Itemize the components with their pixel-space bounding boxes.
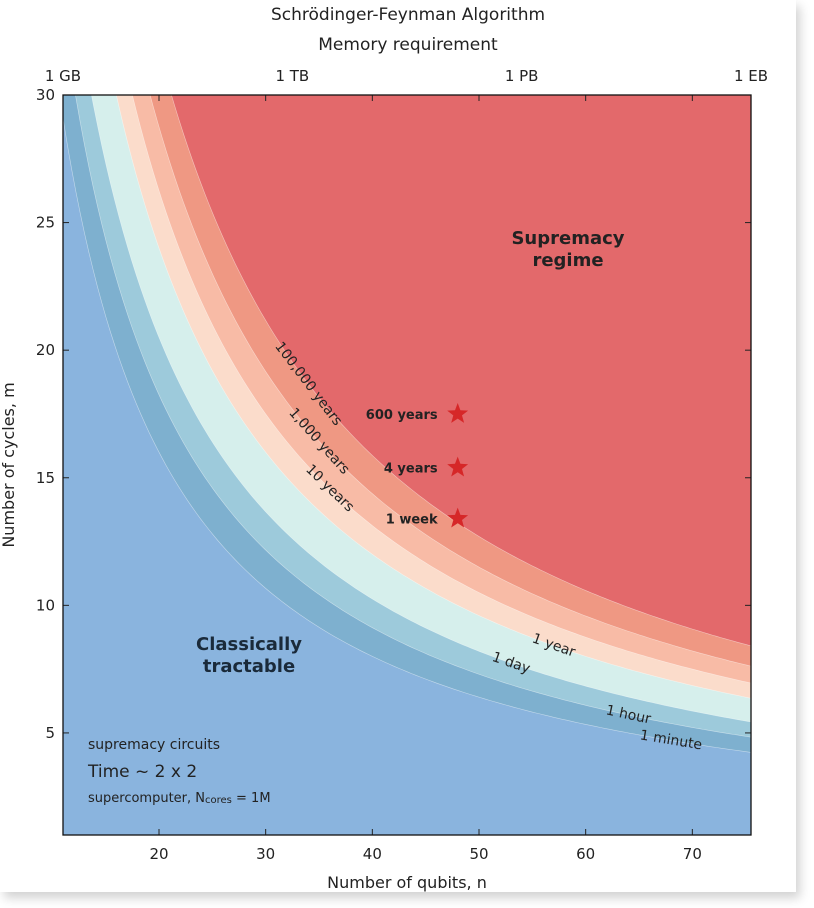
x-axis-label: Number of qubits, n xyxy=(327,873,487,892)
y-tick-20: 20 xyxy=(36,341,751,359)
supremacy-label-line1: Supremacy xyxy=(511,228,624,249)
y-tick-25: 25 xyxy=(36,214,751,232)
top-tick-label-2: 1 PB xyxy=(505,67,539,85)
note-line3: supercomputer, Ncores = 1M xyxy=(88,791,271,806)
top-tick-1: 1 TB xyxy=(275,67,309,85)
x-tick-60: 60 xyxy=(576,95,595,863)
x-tick-label-60: 60 xyxy=(576,845,595,863)
star-marker-1 xyxy=(447,403,469,423)
top-tick-label-1: 1 TB xyxy=(275,67,309,85)
x-tick-70: 70 xyxy=(683,95,702,863)
x-tick-label-30: 30 xyxy=(256,845,275,863)
top-axis-label: Memory requirement xyxy=(318,35,498,55)
star-marker-3 xyxy=(447,507,469,528)
x-tick-label-40: 40 xyxy=(363,845,382,863)
note-line2: Time ~ 2 x 2 xyxy=(87,762,197,782)
y-tick-label-10: 10 xyxy=(36,596,55,614)
classical-label-line1: Classically xyxy=(196,634,302,655)
y-tick-label-15: 15 xyxy=(36,469,55,487)
y-tick-label-5: 5 xyxy=(45,724,55,742)
x-tick-30: 30 xyxy=(256,95,275,863)
x-tick-50: 50 xyxy=(469,95,489,863)
y-tick-label-20: 20 xyxy=(36,341,55,359)
star-marker-2 xyxy=(447,456,469,477)
chart-svg: Schrödinger-Feynman Algorithm Memory req… xyxy=(0,5,768,892)
star-label-3: 1 week xyxy=(386,513,438,528)
x-tick-label-50: 50 xyxy=(469,845,488,863)
y-tick-10: 10 xyxy=(36,596,751,614)
star-label-1: 600 years xyxy=(366,408,438,423)
figure-frame: Schrödinger-Feynman Algorithm Memory req… xyxy=(0,5,769,892)
x-tick-40: 40 xyxy=(363,95,382,863)
note-line3-suffix: = 1M xyxy=(232,791,271,806)
top-tick-label-0: 1 GB xyxy=(45,67,81,85)
y-axis-label-text: Number of cycles, m xyxy=(0,382,18,547)
note-line3-prefix: supercomputer, N xyxy=(88,791,205,806)
x-tick-label-70: 70 xyxy=(683,845,702,863)
plot-border xyxy=(62,94,752,836)
contour-regions xyxy=(63,95,751,835)
stars-group: 600 years 4 years 1 week xyxy=(366,403,469,528)
y-axis-label: Number of cycles, m xyxy=(0,382,18,547)
note-line3-sub: cores xyxy=(205,795,232,806)
classical-label-line2: tractable xyxy=(203,656,295,677)
note-line1: supremacy circuits xyxy=(88,737,220,753)
y-tick-label-30: 30 xyxy=(36,86,55,104)
y-tick-5: 5 xyxy=(45,724,751,742)
top-tick-2: 1 PB xyxy=(505,67,539,85)
region-100-000-years xyxy=(171,95,751,647)
top-tick-label-3: 1 EB xyxy=(734,67,768,85)
star-label-2: 4 years xyxy=(384,462,438,477)
top-tick-0: 1 GB xyxy=(45,67,81,85)
x-tick-20: 20 xyxy=(149,95,169,863)
supremacy-label-line2: regime xyxy=(532,250,603,271)
top-tick-3: 1 EB xyxy=(734,67,768,85)
x-tick-label-20: 20 xyxy=(149,845,168,863)
y-tick-15: 15 xyxy=(36,469,751,487)
y-tick-label-25: 25 xyxy=(36,214,55,232)
chart-title: Schrödinger-Feynman Algorithm xyxy=(271,5,545,25)
